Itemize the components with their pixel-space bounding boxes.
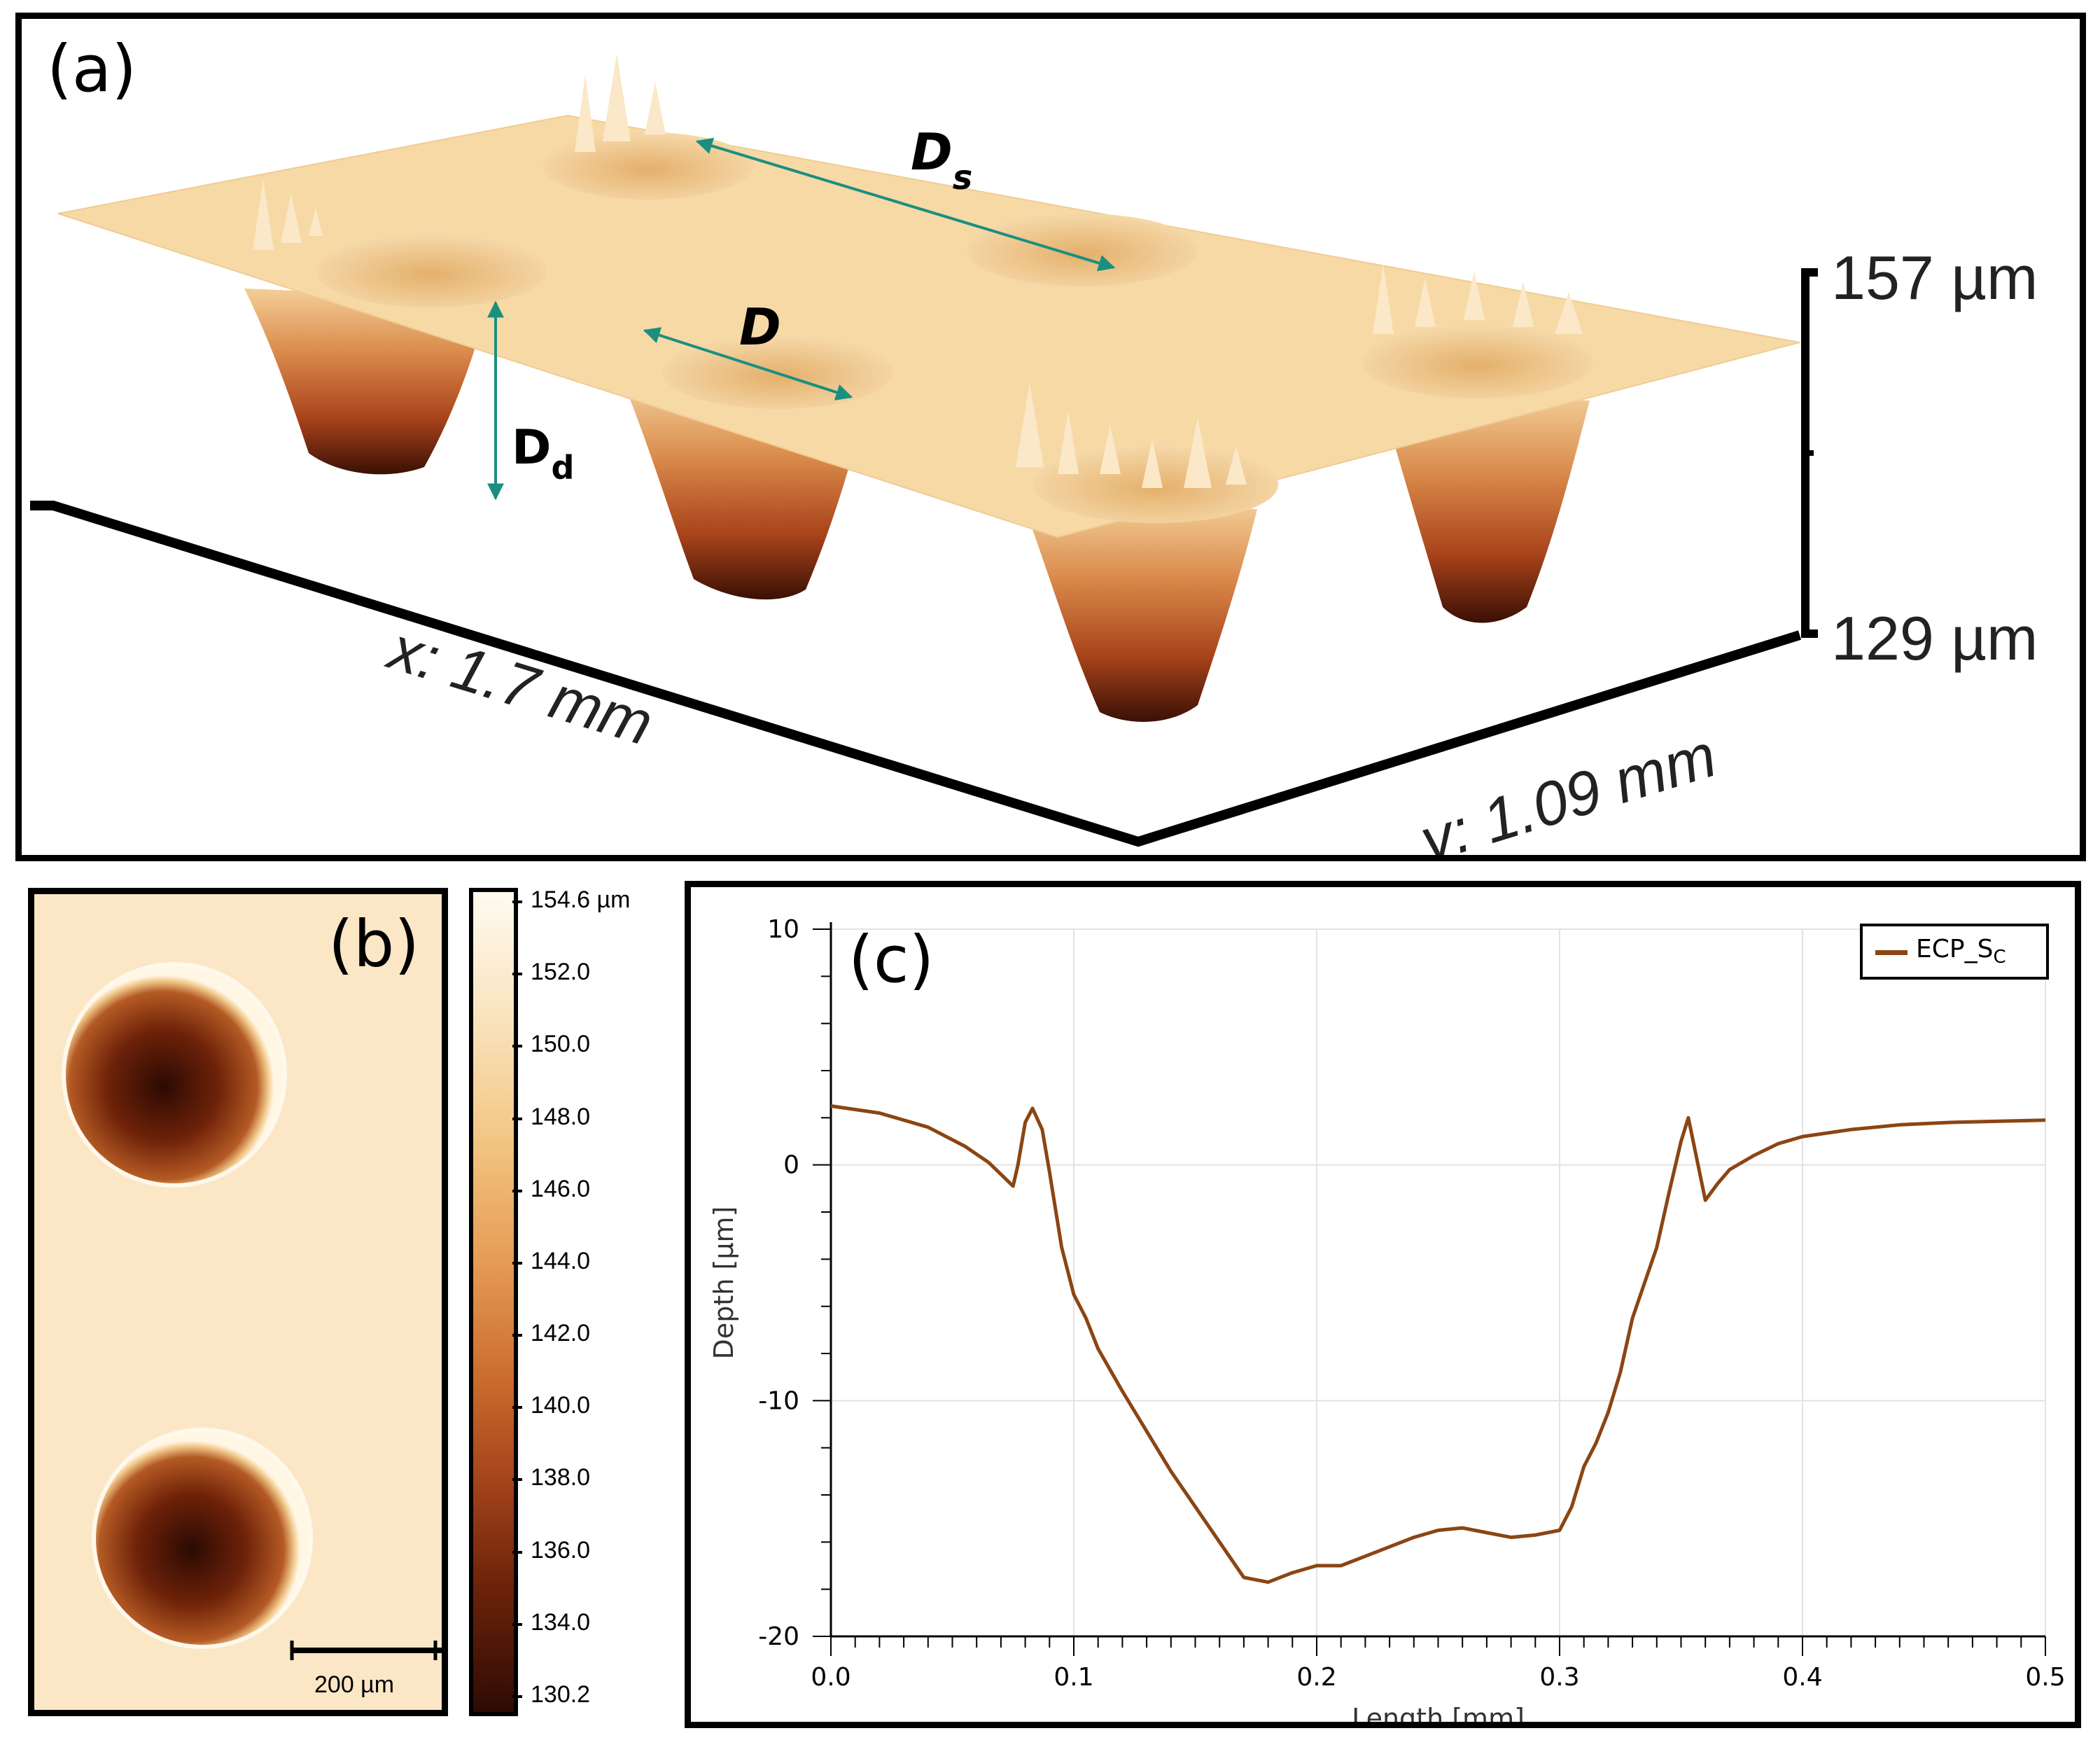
colorbar-tick-label: 152.0 bbox=[531, 959, 591, 986]
x-tick-label: 0.2 bbox=[1296, 1663, 1336, 1692]
surface-plane bbox=[57, 114, 1800, 538]
colorbar-tick-label: 142.0 bbox=[531, 1320, 591, 1347]
colorbar-tick bbox=[512, 1406, 522, 1410]
colorbar-tick bbox=[512, 1334, 522, 1337]
colorbar-tick-label: 150.0 bbox=[531, 1031, 591, 1058]
rim-spikes bbox=[253, 54, 1583, 488]
dd-label: Dd bbox=[512, 420, 574, 487]
x-axis-title: Length [mm] bbox=[1352, 1703, 1525, 1722]
surface-3d-view: Ds D Dd x: 1.7 mm y: 1.09 mm 157 µm 129 … bbox=[30, 54, 2038, 855]
pit-cone-3 bbox=[1023, 502, 1257, 722]
ds-label: Ds bbox=[911, 123, 972, 197]
pit-cone-1 bbox=[244, 288, 489, 475]
pit-opening-1 bbox=[316, 235, 547, 307]
colorbar-tick bbox=[512, 1550, 522, 1554]
colorbar-tick-label: 144.0 bbox=[531, 1247, 591, 1274]
x-tick-label: 0.5 bbox=[2025, 1663, 2065, 1692]
panel-c-label: (c) bbox=[848, 922, 934, 997]
panel-a-label: (a) bbox=[47, 32, 137, 106]
x-tick-label: 0.1 bbox=[1054, 1663, 1093, 1692]
y-axis-title: Depth [µm] bbox=[708, 1206, 739, 1360]
colorbar-tick-label: 130.2 bbox=[531, 1681, 591, 1708]
colorbar-tick-label: 134.0 bbox=[531, 1608, 591, 1636]
ds-arrow bbox=[695, 137, 1116, 272]
colorbar-tick bbox=[512, 1695, 522, 1698]
pit-top-view-2 bbox=[92, 1428, 313, 1649]
colorbar-tick-label: 136.0 bbox=[531, 1536, 591, 1564]
pit-opening-6 bbox=[1362, 326, 1593, 398]
legend: ECP_SC bbox=[1860, 924, 2049, 980]
colorbar-tick-label: 138.0 bbox=[531, 1464, 591, 1491]
y-tick-label: 0 bbox=[783, 1151, 799, 1180]
colorbar-tick bbox=[512, 1622, 522, 1626]
legend-label: ECP_SC bbox=[1916, 935, 2006, 968]
x-tick-label: 0.0 bbox=[811, 1663, 850, 1692]
colorbar-tick bbox=[512, 1189, 522, 1192]
colorbar-tick-label: 140.0 bbox=[531, 1392, 591, 1419]
colorbar-tick-label: 146.0 bbox=[531, 1175, 591, 1202]
pit-top-view-1 bbox=[62, 962, 287, 1188]
d-arrow bbox=[643, 327, 853, 401]
legend-swatch bbox=[1875, 950, 1907, 955]
panel-a-3d-surface: Ds D Dd x: 1.7 mm y: 1.09 mm 157 µm 129 … bbox=[15, 13, 2086, 861]
depth-profile-chart: 0.0 0.1 0.2 0.3 0.4 0.5 10 0 -10 -20 Length [mm] De… bbox=[708, 915, 2066, 1722]
colorbar-tick bbox=[512, 973, 522, 976]
z-axis-bottom-label: 129 µm bbox=[1831, 604, 2038, 673]
x-axis-label: x: 1.7 mm bbox=[379, 612, 661, 758]
colorbar-tick-label: 148.0 bbox=[531, 1103, 591, 1130]
panel-c-depth-profile: 0.0 0.1 0.2 0.3 0.4 0.5 10 0 -10 -20 Length [mm] De… bbox=[685, 881, 2081, 1728]
colorbar-gradient bbox=[469, 888, 518, 1716]
colorbar-tick bbox=[512, 1045, 522, 1048]
pit-opening-2 bbox=[543, 132, 753, 200]
x-tick-label: 0.3 bbox=[1539, 1663, 1579, 1692]
colorbar-tick bbox=[512, 1478, 522, 1482]
panel-b-heightmap: (b) 200 µm bbox=[28, 888, 448, 1716]
scale-bar-label: 200 µm bbox=[314, 1671, 395, 1698]
y-tick-label: -20 bbox=[758, 1622, 799, 1651]
x-tick-label: 0.4 bbox=[1782, 1663, 1822, 1692]
colorbar-tick bbox=[512, 1117, 522, 1120]
y-tick-label: -10 bbox=[758, 1386, 799, 1415]
d-label: D bbox=[739, 298, 781, 356]
pit-cone-4 bbox=[1380, 394, 1590, 623]
series-line-ecp-sc bbox=[830, 1104, 2046, 1585]
heightmap-image bbox=[62, 962, 442, 1660]
colorbar-tick bbox=[512, 1261, 522, 1265]
colorbar-tick-label: 154.6 µm bbox=[531, 886, 631, 913]
colorbar: 154.6 µm 152.0 150.0 148.0 146.0 144.0 142.0 14… bbox=[469, 886, 679, 1716]
y-tick-label: 10 bbox=[767, 915, 799, 944]
pit-opening-4 bbox=[967, 214, 1198, 286]
base-axis-lines bbox=[30, 501, 1802, 847]
z-axis-top-label: 157 µm bbox=[1831, 243, 2038, 312]
panel-b-label: (b) bbox=[328, 907, 420, 982]
colorbar-tick bbox=[512, 900, 522, 903]
